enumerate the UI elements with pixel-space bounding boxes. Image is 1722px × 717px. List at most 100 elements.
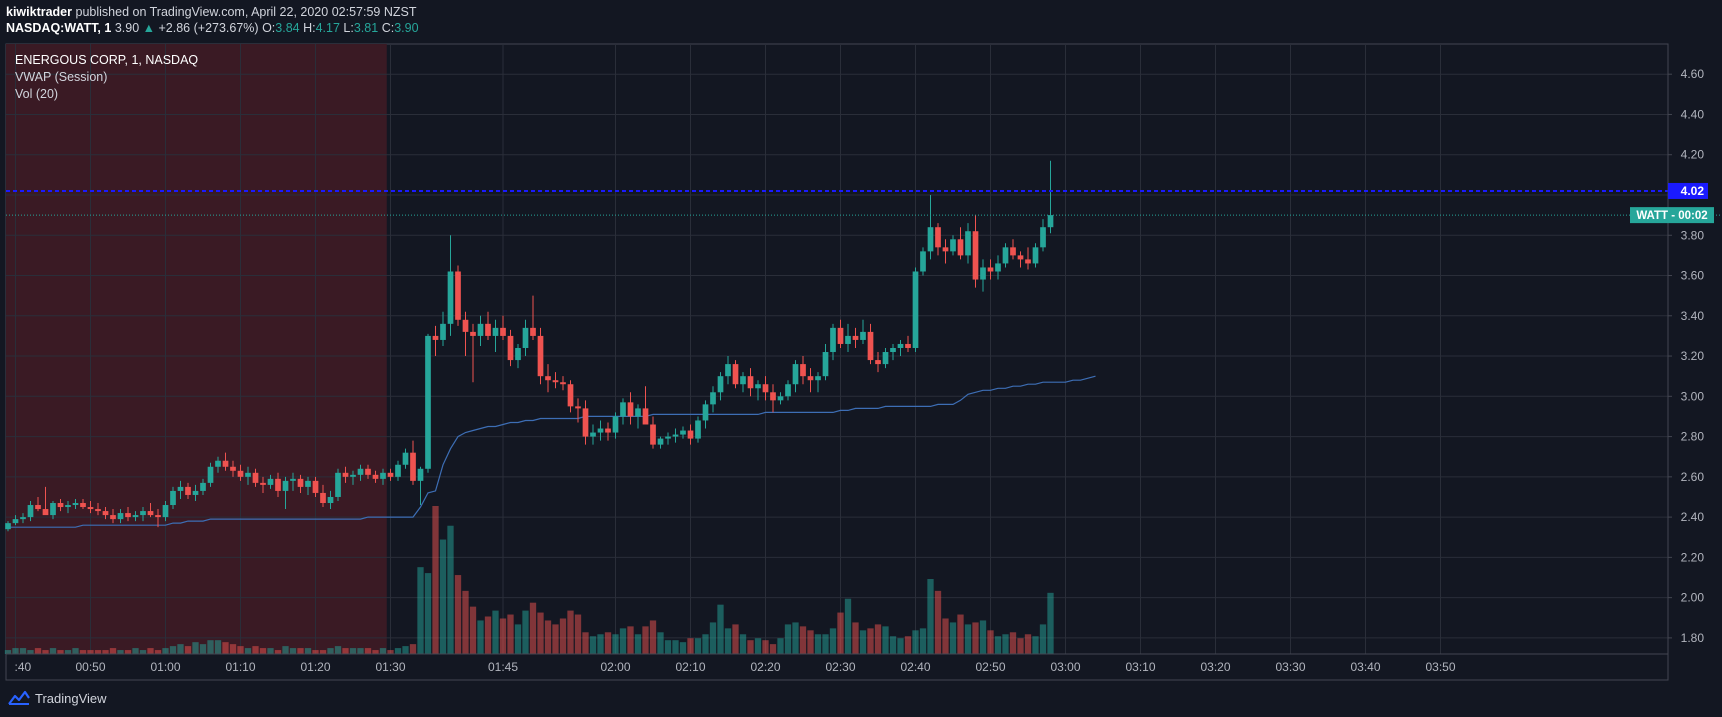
- candle[interactable]: [42, 486, 49, 516]
- candle[interactable]: [245, 466, 251, 485]
- candle[interactable]: [125, 507, 131, 522]
- candle[interactable]: [837, 319, 844, 348]
- candle[interactable]: [942, 239, 949, 264]
- candle[interactable]: [372, 470, 379, 483]
- candle[interactable]: [462, 311, 469, 357]
- candle[interactable]: [35, 496, 41, 512]
- candle[interactable]: [492, 319, 499, 353]
- candle[interactable]: [140, 507, 146, 522]
- candle[interactable]: [410, 440, 416, 485]
- candle[interactable]: [222, 452, 229, 471]
- candle[interactable]: [747, 368, 754, 397]
- candle[interactable]: [545, 364, 551, 393]
- candle[interactable]: [582, 400, 589, 445]
- candle[interactable]: [1032, 243, 1039, 268]
- candle[interactable]: [702, 400, 709, 429]
- candle[interactable]: [50, 500, 56, 520]
- candle[interactable]: [777, 392, 784, 405]
- candle[interactable]: [155, 509, 161, 528]
- candle[interactable]: [575, 398, 581, 423]
- candle[interactable]: [417, 466, 424, 506]
- symbol-label[interactable]: NASDAQ:WATT, 1: [6, 21, 112, 35]
- candle[interactable]: [1010, 239, 1016, 260]
- candle[interactable]: [260, 476, 266, 493]
- candle[interactable]: [297, 474, 304, 493]
- candle[interactable]: [537, 327, 544, 385]
- candle[interactable]: [147, 503, 154, 518]
- volume-legend[interactable]: Vol (20): [15, 87, 59, 101]
- candle[interactable]: [672, 428, 679, 443]
- publisher-name[interactable]: kiwiktrader: [6, 5, 73, 19]
- vwap-legend[interactable]: VWAP (Session): [15, 70, 108, 84]
- candle[interactable]: [275, 472, 281, 497]
- candle[interactable]: [740, 372, 746, 393]
- candle[interactable]: [725, 356, 731, 385]
- candle[interactable]: [755, 380, 761, 401]
- candle[interactable]: [312, 476, 319, 497]
- candle[interactable]: [102, 507, 109, 520]
- candle[interactable]: [170, 486, 176, 510]
- candle[interactable]: [5, 521, 11, 532]
- candle[interactable]: [657, 436, 664, 449]
- price-axis[interactable]: 4.604.404.204.003.803.603.403.203.002.80…: [1668, 67, 1704, 645]
- candle[interactable]: [815, 372, 821, 393]
- candle[interactable]: [897, 339, 904, 357]
- candle[interactable]: [12, 515, 19, 526]
- candle[interactable]: [80, 498, 86, 510]
- candle[interactable]: [717, 372, 724, 401]
- candle[interactable]: [455, 265, 461, 326]
- candle[interactable]: [305, 476, 311, 495]
- candle[interactable]: [642, 386, 649, 425]
- candle[interactable]: [927, 194, 934, 260]
- candle[interactable]: [695, 416, 701, 443]
- candle[interactable]: [87, 500, 94, 514]
- candle[interactable]: [860, 319, 866, 344]
- candle[interactable]: [57, 498, 64, 512]
- candle[interactable]: [215, 456, 221, 473]
- candle[interactable]: [395, 460, 401, 481]
- candle[interactable]: [282, 476, 289, 510]
- candle[interactable]: [335, 468, 341, 501]
- candle[interactable]: [350, 470, 356, 485]
- candle[interactable]: [807, 368, 814, 393]
- candle[interactable]: [1047, 160, 1054, 234]
- candle[interactable]: [980, 259, 986, 292]
- candle[interactable]: [882, 347, 889, 369]
- candle[interactable]: [680, 426, 686, 439]
- candle[interactable]: [800, 356, 806, 385]
- candle[interactable]: [230, 460, 236, 477]
- candle[interactable]: [447, 235, 454, 336]
- candle[interactable]: [117, 509, 124, 524]
- candle[interactable]: [365, 464, 371, 479]
- candle[interactable]: [852, 327, 859, 348]
- candle[interactable]: [500, 315, 506, 340]
- candle[interactable]: [425, 333, 431, 473]
- candle[interactable]: [950, 235, 956, 256]
- candle[interactable]: [252, 468, 259, 487]
- candle[interactable]: [95, 503, 101, 516]
- candle[interactable]: [507, 329, 514, 367]
- candle[interactable]: [320, 484, 326, 508]
- candle[interactable]: [912, 267, 919, 353]
- candle[interactable]: [687, 424, 694, 445]
- candle[interactable]: [612, 412, 619, 439]
- candle[interactable]: [965, 223, 971, 264]
- candle[interactable]: [177, 480, 184, 499]
- candle[interactable]: [432, 325, 439, 357]
- candle[interactable]: [770, 384, 776, 413]
- candle[interactable]: [620, 398, 626, 425]
- candle[interactable]: [477, 315, 484, 346]
- candle[interactable]: [267, 474, 274, 489]
- candle[interactable]: [650, 416, 656, 449]
- chart-title[interactable]: ENERGOUS CORP, 1, NASDAQ: [15, 53, 199, 67]
- candle[interactable]: [162, 500, 169, 522]
- candle[interactable]: [710, 386, 716, 413]
- candle[interactable]: [530, 295, 536, 340]
- candle[interactable]: [27, 500, 34, 522]
- candle[interactable]: [792, 360, 799, 393]
- candle[interactable]: [830, 323, 836, 361]
- candle[interactable]: [485, 311, 491, 340]
- candle[interactable]: [290, 472, 296, 491]
- candle[interactable]: [732, 360, 739, 389]
